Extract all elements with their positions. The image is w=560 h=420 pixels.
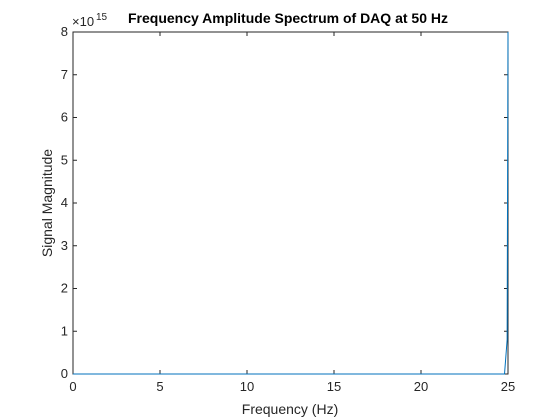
x-tick-label: 5: [156, 379, 163, 394]
x-tick-label: 20: [414, 379, 428, 394]
y-tick-label: 3: [61, 238, 68, 253]
axes-box: [72, 31, 509, 375]
y-exponent-base: ×10: [72, 14, 94, 29]
y-tick-label: 1: [61, 323, 68, 338]
chart-title: Frequency Amplitude Spectrum of DAQ at 5…: [128, 10, 448, 26]
plot-area: 0 5 10 15 20 25 0 1 2 3 4 5 6 7 8: [61, 24, 515, 394]
x-tick-label: 25: [501, 379, 515, 394]
x-tick-label: 15: [327, 379, 341, 394]
x-tick-label: 10: [240, 379, 254, 394]
y-tick-label: 4: [61, 195, 68, 210]
y-tick-label: 6: [61, 110, 68, 125]
y-axis-label: Signal Magnitude: [39, 149, 55, 257]
x-axis-label: Frequency (Hz): [242, 401, 338, 417]
x-tick-label: 0: [69, 379, 76, 394]
y-tick-label: 5: [61, 152, 68, 167]
series-line: [73, 31, 509, 375]
y-tick-label: 0: [61, 366, 68, 381]
y-exponent-power: 15: [96, 12, 108, 23]
y-tick-label: 8: [61, 24, 68, 39]
y-tick-label: 7: [61, 67, 68, 82]
y-tick-label: 2: [61, 281, 68, 296]
